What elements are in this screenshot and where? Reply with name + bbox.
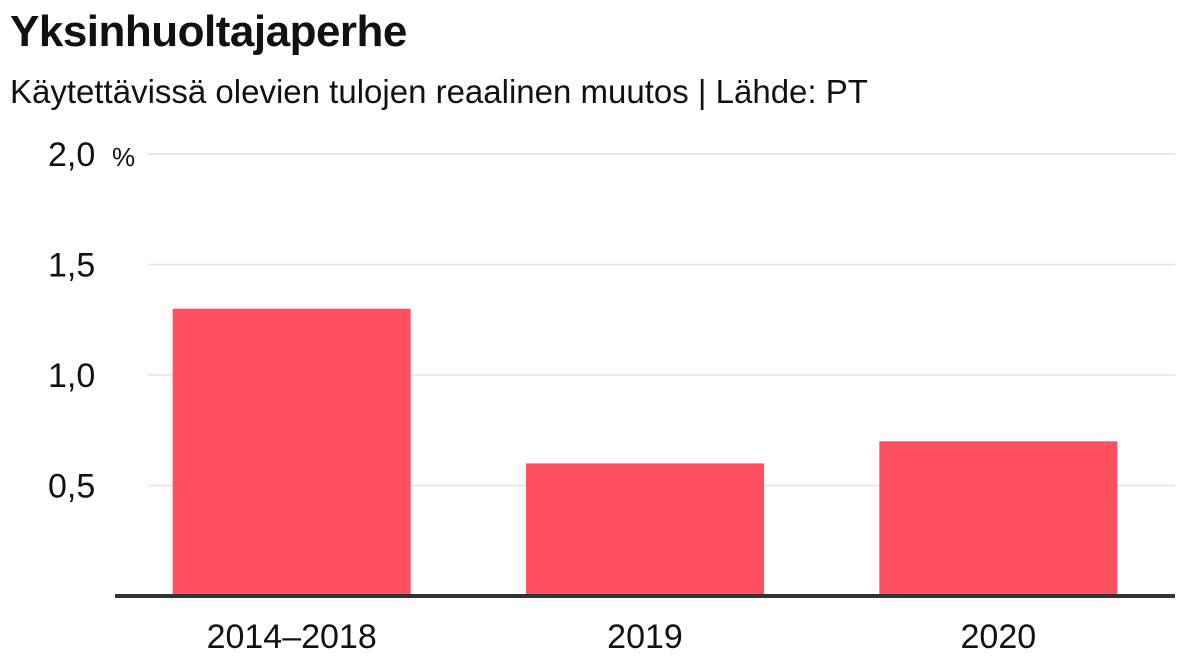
bar-2	[526, 463, 764, 596]
y-unit-label: %	[112, 142, 135, 172]
bar-3	[879, 441, 1118, 596]
chart-title: Yksinhuoltajaperhe	[10, 7, 407, 56]
chart-subtitle: Käytettävissä olevien tulojen reaalinen …	[10, 73, 868, 110]
x-tick-label: 2020	[961, 618, 1037, 656]
y-tick-label: 0,5	[48, 468, 95, 506]
bar-1	[172, 308, 411, 596]
labels: 0,5 1,0 1,5 2,0 % 2014–2018 2019 2020	[48, 136, 1036, 656]
x-tick-label: 2014–2018	[207, 618, 377, 656]
bars	[115, 308, 1175, 598]
y-tick-label: 1,0	[48, 357, 95, 395]
y-tick-label: 1,5	[48, 247, 95, 285]
y-tick-label: 2,0	[48, 136, 95, 174]
x-tick-label: 2019	[607, 618, 683, 656]
